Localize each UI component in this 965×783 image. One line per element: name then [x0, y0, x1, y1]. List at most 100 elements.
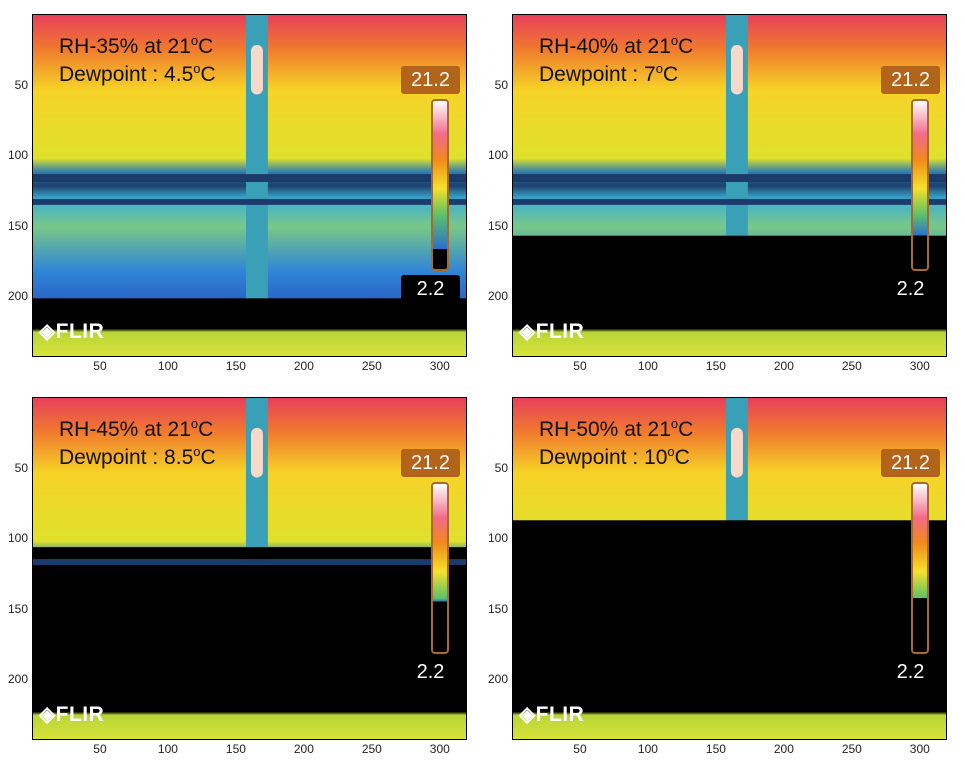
y-tick-label: 50	[494, 77, 508, 92]
scale-min-label-4: 2.2	[896, 661, 925, 683]
y-tick-label: 150	[487, 601, 508, 616]
unit-3: C	[198, 418, 214, 441]
dew-text-1: Dewpoint : 4.5	[59, 63, 194, 86]
condensation-band	[513, 547, 946, 560]
y-tick-label: 100	[487, 531, 508, 546]
x-tick-label: 50	[573, 742, 587, 756]
y-tick-label: 50	[14, 77, 28, 92]
y-tick-label: 150	[487, 218, 508, 233]
degree-1b: o	[193, 61, 201, 76]
thermal-image-4: RH-50% at 21oC Dewpoint : 10oC 21.2 2.2 …	[512, 397, 947, 740]
logo-text-1: FLIR	[55, 320, 105, 343]
flir-logo-3: ◈FLIR	[39, 702, 104, 727]
rh-caption-1: RH-35% at 21oC	[59, 33, 213, 59]
flir-diamond-icon: ◈	[519, 320, 536, 343]
dew-caption-3: Dewpoint : 8.5oC	[59, 444, 216, 470]
thermal-svg-4	[513, 398, 946, 739]
y-tick-label: 200	[487, 672, 508, 687]
scale-min-label-2: 2.2	[881, 275, 940, 303]
color-scale-bar-2	[911, 99, 929, 271]
scale-min-label-1: 2.2	[401, 275, 460, 303]
rh-caption-3: RH-45% at 21oC	[59, 416, 213, 442]
x-tick-label: 300	[909, 742, 930, 756]
logo-text-4: FLIR	[535, 703, 585, 726]
y-tick-label: 150	[7, 218, 28, 233]
flir-logo-4: ◈FLIR	[519, 702, 584, 727]
flir-logo-1: ◈FLIR	[39, 319, 104, 344]
y-tick-label: 50	[14, 460, 28, 475]
unit-1: C	[198, 35, 214, 58]
flir-diamond-icon: ◈	[39, 703, 56, 726]
x-tick-label: 50	[573, 359, 587, 373]
y-tick-label: 100	[7, 531, 28, 546]
y-tick-label: 200	[7, 289, 28, 304]
thermal-svg-1	[33, 15, 466, 356]
rh-text-2: RH-40% at 21	[539, 35, 671, 58]
degree-1: o	[190, 33, 199, 48]
y-tick-label: 50	[494, 460, 508, 475]
scale-max-label-2: 21.2	[881, 66, 940, 94]
rh-text-1: RH-35% at 21	[59, 35, 191, 58]
dew-text-4: Dewpoint : 10	[539, 446, 668, 469]
thermal-panel-2: RH-40% at 21oC Dewpoint : 7oC 21.2 2.2 ◈…	[480, 0, 960, 390]
unit-4b: C	[674, 446, 690, 469]
dew-text-3: Dewpoint : 8.5	[59, 446, 194, 469]
scale-max-label-3: 21.2	[401, 449, 460, 477]
x-tick-label: 150	[225, 742, 246, 756]
color-scale-bar-4	[911, 482, 929, 654]
post-highlight	[730, 427, 743, 478]
thermal-image-2: RH-40% at 21oC Dewpoint : 7oC 21.2 2.2 ◈…	[512, 14, 947, 357]
y-tick-label: 100	[487, 148, 508, 163]
y-tick-label: 150	[7, 601, 28, 616]
flir-diamond-icon: ◈	[39, 320, 56, 343]
x-tick-label: 200	[293, 742, 314, 756]
logo-text-3: FLIR	[55, 703, 105, 726]
x-tick-label: 100	[157, 742, 178, 756]
rh-caption-2: RH-40% at 21oC	[539, 33, 693, 59]
thermal-image-1: RH-35% at 21oC Dewpoint : 4.5oC 21.2 2.2…	[32, 14, 467, 357]
unit-4: C	[678, 418, 694, 441]
thermal-panel-4: RH-50% at 21oC Dewpoint : 10oC 21.2 2.2 …	[480, 383, 960, 773]
x-tick-label: 50	[93, 742, 107, 756]
x-tick-label: 300	[429, 742, 450, 756]
thermal-svg-2	[513, 15, 946, 356]
thermal-panel-1: RH-35% at 21oC Dewpoint : 4.5oC 21.2 2.2…	[0, 0, 480, 390]
thermal-svg-3	[33, 398, 466, 739]
degree-3b: o	[193, 444, 201, 459]
flir-diamond-icon: ◈	[519, 703, 536, 726]
x-tick-label: 100	[637, 742, 658, 756]
dew-caption-4: Dewpoint : 10oC	[539, 444, 690, 470]
condensation-region	[33, 298, 466, 319]
color-scale-bar-3	[431, 482, 449, 654]
x-tick-label: 250	[841, 359, 862, 373]
logo-text-2: FLIR	[535, 320, 585, 343]
y-tick-label: 200	[7, 672, 28, 687]
degree-3: o	[190, 416, 199, 431]
degree-4b: o	[667, 444, 675, 459]
scale-max-label-4: 21.2	[881, 449, 940, 477]
x-tick-label: 250	[841, 742, 862, 756]
flir-logo-2: ◈FLIR	[519, 319, 584, 344]
x-tick-label: 150	[225, 359, 246, 373]
degree-4: o	[670, 416, 679, 431]
x-tick-label: 100	[637, 359, 658, 373]
x-tick-label: 50	[93, 359, 107, 373]
scale-max-label-1: 21.2	[401, 66, 460, 94]
x-tick-label: 150	[705, 359, 726, 373]
dew-caption-1: Dewpoint : 4.5oC	[59, 61, 216, 87]
rh-text-3: RH-45% at 21	[59, 418, 191, 441]
x-tick-label: 200	[293, 359, 314, 373]
thermal-image-3: RH-45% at 21oC Dewpoint : 8.5oC 21.2 2.2…	[32, 397, 467, 740]
rail-bottom	[513, 198, 946, 205]
rh-text-4: RH-50% at 21	[539, 418, 671, 441]
rail-top	[513, 174, 946, 183]
x-tick-label: 200	[773, 742, 794, 756]
unit-2b: C	[662, 63, 679, 86]
thermal-panel-3: RH-45% at 21oC Dewpoint : 8.5oC 21.2 2.2…	[0, 383, 480, 773]
x-tick-label: 200	[773, 359, 794, 373]
x-tick-label: 100	[157, 359, 178, 373]
post-highlight	[250, 44, 263, 95]
x-tick-label: 300	[429, 359, 450, 373]
degree-2b: o	[655, 61, 663, 76]
scale-min-label-3: 2.2	[416, 661, 445, 683]
